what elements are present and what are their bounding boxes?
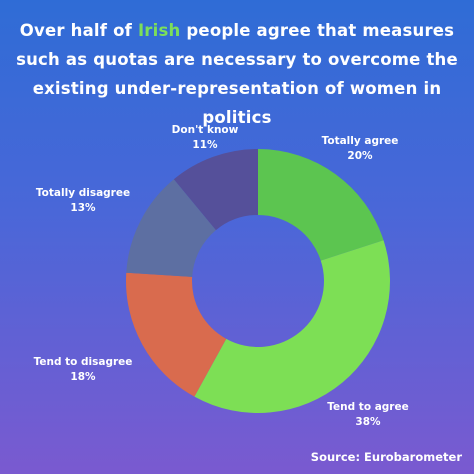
- slice-label-value: 38%: [355, 416, 381, 428]
- slice-label: Tend to disagree 18%: [34, 355, 133, 385]
- slice-tend-to-agree: [194, 240, 391, 414]
- source-label: Source: Eurobarometer: [310, 450, 462, 464]
- title-text-post: people agree that measures: [180, 21, 455, 40]
- slice-label: Totally disagree 13%: [36, 186, 130, 216]
- slice-totally-agree: [258, 149, 384, 261]
- chart-title: Over half of Irish people agree that mea…: [0, 16, 474, 132]
- title-line-3: existing under-representation of women i…: [32, 79, 442, 127]
- slice-label: Tend to agree 38%: [327, 400, 408, 430]
- slice-label-name: Totally agree: [321, 135, 399, 147]
- slice-label-value: 11%: [192, 139, 218, 151]
- slice-tend-to-disagree: [126, 272, 227, 397]
- slice-label-value: 20%: [347, 150, 373, 162]
- slice-label-value: 13%: [70, 202, 96, 214]
- slice-label: Don't know 11%: [172, 123, 239, 153]
- slice-label-name: Tend to agree: [327, 401, 409, 413]
- slice-label-value: 18%: [70, 371, 96, 383]
- slice-totally-disagree: [126, 179, 216, 277]
- slice-label-name: Totally disagree: [35, 187, 131, 199]
- title-line-1: Over half of Irish people agree that mea…: [0, 16, 474, 45]
- slice-label-name: Tend to disagree: [33, 356, 133, 368]
- slice-don-t-know: [173, 149, 258, 231]
- title-line-2: such as quotas are necessary to overcome…: [16, 50, 458, 69]
- slice-label: Totally agree 20%: [322, 134, 399, 164]
- slice-label-name: Don't know: [171, 124, 239, 136]
- title-highlight: Irish: [137, 21, 181, 40]
- title-text-pre: Over half of: [19, 21, 138, 40]
